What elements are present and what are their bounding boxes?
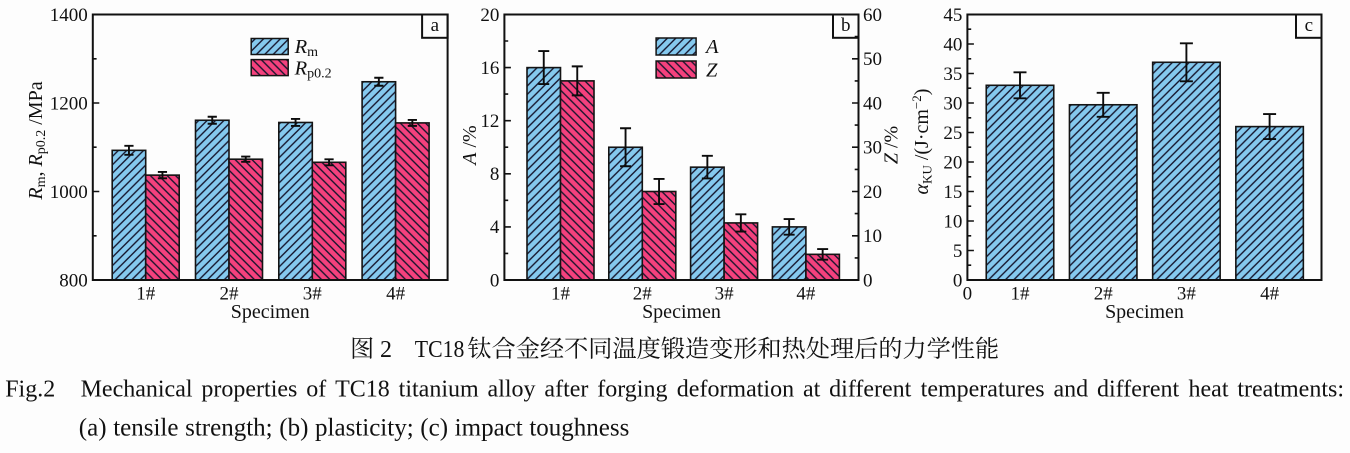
svg-text:15: 15 xyxy=(943,182,962,203)
svg-text:8: 8 xyxy=(490,164,500,185)
svg-text:3#: 3# xyxy=(303,284,323,305)
svg-text:TC18: TC18 xyxy=(415,337,465,363)
svg-text:800: 800 xyxy=(59,270,88,291)
svg-text:1#: 1# xyxy=(136,284,156,305)
svg-text:Specimen: Specimen xyxy=(231,301,310,323)
svg-text:20: 20 xyxy=(480,5,499,26)
svg-text:alloy: alloy xyxy=(488,377,536,403)
svg-text:different: different xyxy=(1097,377,1180,403)
svg-text:treatments:: treatments: xyxy=(1237,377,1344,403)
svg-text:2: 2 xyxy=(380,337,392,363)
svg-text:αKU /(J·cm−2): αKU /(J·cm−2) xyxy=(909,89,935,195)
svg-text:Z /%: Z /% xyxy=(881,126,903,164)
svg-text:3#: 3# xyxy=(715,284,735,305)
svg-text:25: 25 xyxy=(943,123,962,144)
svg-text:40: 40 xyxy=(943,34,962,55)
svg-text:2#: 2# xyxy=(1094,284,1114,305)
svg-text:after: after xyxy=(544,377,588,403)
svg-text:A /%: A /% xyxy=(459,125,481,166)
svg-text:b: b xyxy=(841,15,851,36)
svg-text:0: 0 xyxy=(953,270,963,291)
svg-text:30: 30 xyxy=(943,93,962,114)
svg-text:45: 45 xyxy=(943,5,962,26)
svg-text:TC18: TC18 xyxy=(335,377,390,403)
svg-text:Specimen: Specimen xyxy=(642,301,721,323)
svg-text:a: a xyxy=(431,15,440,36)
svg-text:0: 0 xyxy=(963,284,973,305)
svg-text:1000: 1000 xyxy=(50,182,88,203)
svg-text:20: 20 xyxy=(943,152,962,173)
svg-text:4#: 4# xyxy=(1260,284,1280,305)
svg-text:Fig.2: Fig.2 xyxy=(5,377,55,403)
svg-text:1#: 1# xyxy=(551,284,571,305)
svg-text:12: 12 xyxy=(480,111,499,132)
svg-text:properties: properties xyxy=(201,377,297,403)
svg-text:4: 4 xyxy=(490,217,500,238)
svg-text:Rm, Rp0.2 /MPa: Rm, Rp0.2 /MPa xyxy=(25,81,49,200)
svg-text:Z: Z xyxy=(706,59,718,81)
svg-text:of: of xyxy=(306,377,326,403)
svg-text:20: 20 xyxy=(863,182,882,203)
svg-text:c: c xyxy=(1305,15,1313,36)
svg-text:2#: 2# xyxy=(633,284,653,305)
svg-text:(a) tensile strength; (b) plas: (a) tensile strength; (b) plasticity; (c… xyxy=(79,414,630,441)
svg-text:different: different xyxy=(829,377,912,403)
svg-text:temperatures: temperatures xyxy=(921,377,1045,403)
svg-text:1200: 1200 xyxy=(50,93,88,114)
svg-text:40: 40 xyxy=(863,93,882,114)
svg-text:titanium: titanium xyxy=(399,377,479,403)
svg-text:3#: 3# xyxy=(1177,284,1197,305)
svg-text:and: and xyxy=(1053,377,1088,403)
svg-text:Rm: Rm xyxy=(294,36,319,60)
svg-text:at: at xyxy=(803,377,821,403)
svg-text:1400: 1400 xyxy=(50,5,88,26)
svg-text:50: 50 xyxy=(863,49,882,70)
svg-text:60: 60 xyxy=(863,5,882,26)
svg-text:Mechanical: Mechanical xyxy=(81,377,193,403)
svg-text:10: 10 xyxy=(943,211,962,232)
svg-text:10: 10 xyxy=(863,226,882,247)
svg-text:5: 5 xyxy=(953,241,963,262)
svg-text:Specimen: Specimen xyxy=(1105,301,1184,323)
svg-text:4#: 4# xyxy=(386,284,406,305)
svg-text:1#: 1# xyxy=(1011,284,1031,305)
svg-text:forging: forging xyxy=(597,377,667,403)
svg-text:2#: 2# xyxy=(220,284,240,305)
svg-text:16: 16 xyxy=(480,58,499,79)
svg-text:0: 0 xyxy=(863,270,873,291)
svg-text:0: 0 xyxy=(490,270,500,291)
svg-text:35: 35 xyxy=(943,64,962,85)
svg-text:deformation: deformation xyxy=(677,377,794,403)
svg-text:30: 30 xyxy=(863,138,882,159)
svg-text:A: A xyxy=(704,36,719,58)
svg-text:heat: heat xyxy=(1189,377,1229,403)
svg-text:4#: 4# xyxy=(796,284,816,305)
